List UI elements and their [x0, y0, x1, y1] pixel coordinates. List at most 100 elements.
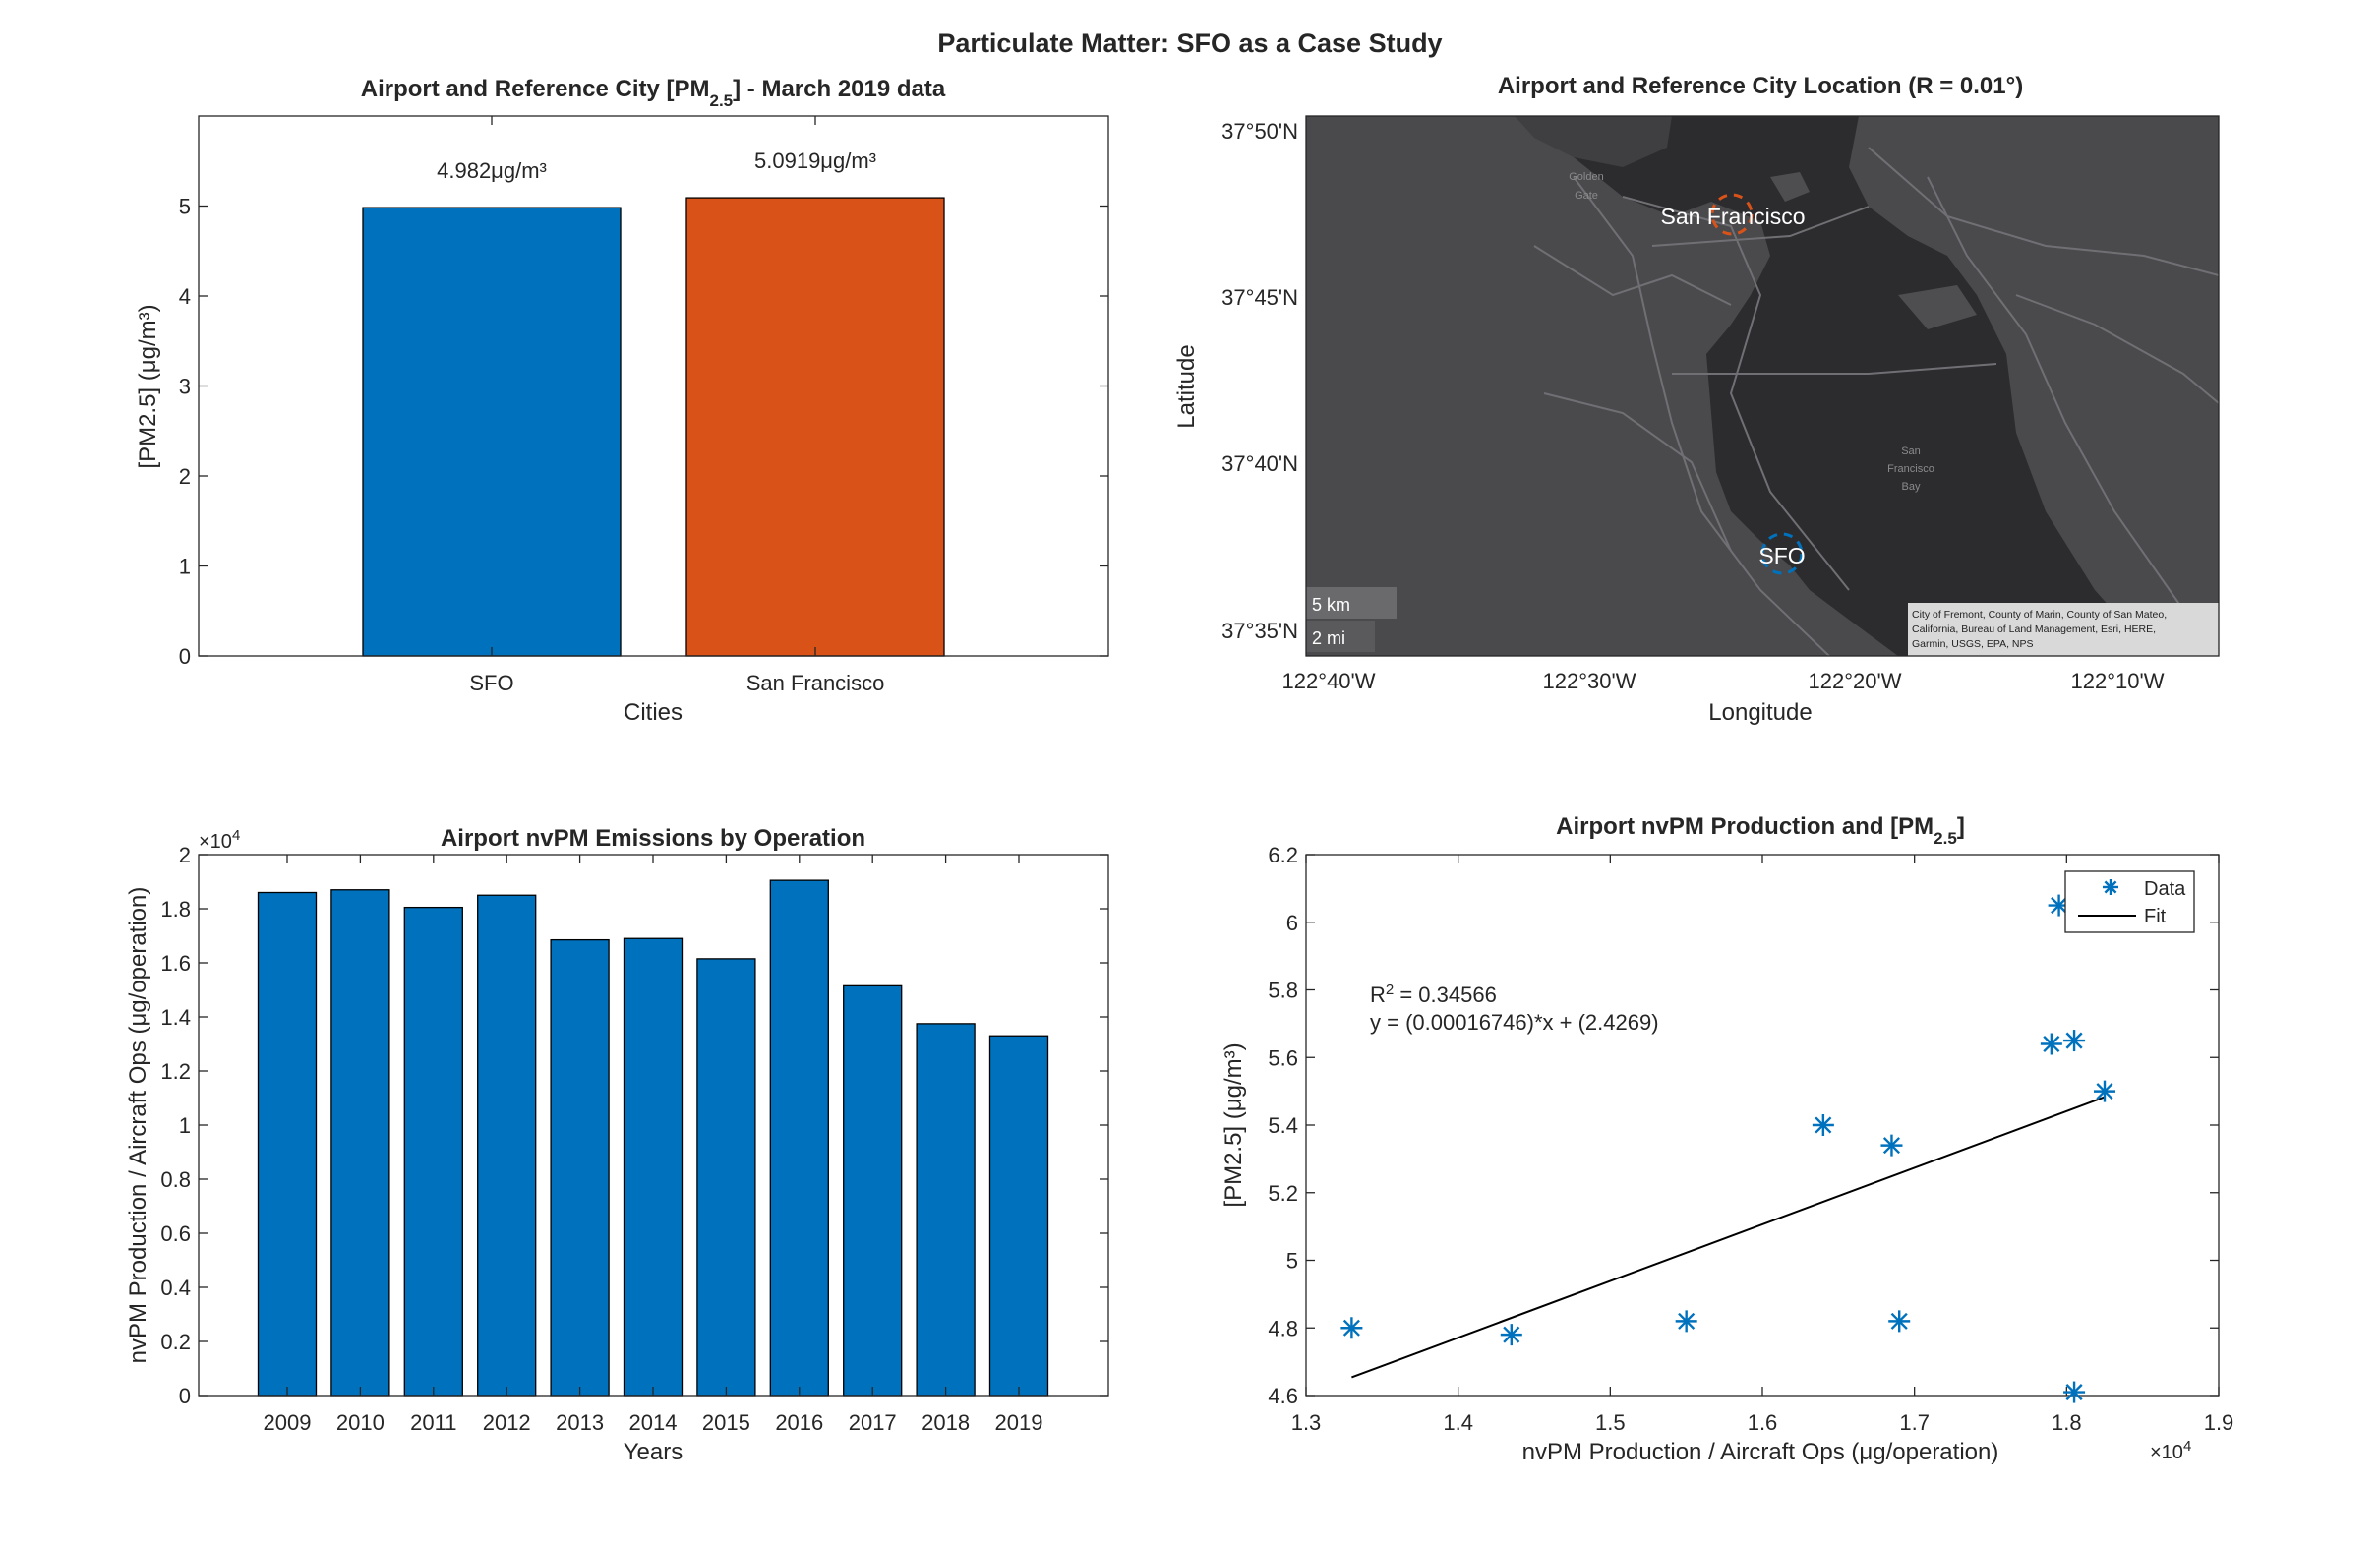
x-tick-label: 1.4 — [1443, 1410, 1473, 1435]
bar-chart-years: 2009 2010 2011 2012 2013 2014 2015 2016 2017 2018… — [125, 825, 1109, 1465]
bar — [257, 891, 318, 1397]
data-point — [2063, 1381, 2086, 1403]
data-point-stroke — [1678, 1312, 1696, 1330]
scalebar-km — [1306, 587, 1397, 619]
map-land-island — [1770, 172, 1810, 202]
y-tick-label: 4.8 — [1268, 1316, 1298, 1340]
map-road — [1868, 147, 2219, 276]
y-axis-label: nvPM Production / Aircraft Ops (μg/opera… — [125, 887, 151, 1364]
x-tick-label: 2011 — [410, 1410, 456, 1435]
data-point — [2048, 894, 2070, 917]
x-tick-label: 122°30'W — [1543, 669, 1636, 693]
bar — [623, 937, 684, 1397]
bar — [696, 958, 756, 1397]
x-tick-label: 2009 — [264, 1410, 312, 1435]
map-road — [1533, 245, 1732, 306]
map-land-marin — [1515, 116, 1672, 167]
marker-label: SFO — [1758, 543, 1805, 568]
map-canvas: Golden Gate San Francisco Bay San Francisco SF… — [1306, 116, 2219, 656]
map-road — [2015, 294, 2219, 404]
x-tick-label: 2010 — [336, 1410, 385, 1435]
map-label-golden-gate: Golden — [1569, 171, 1603, 183]
legend-box — [2064, 870, 2195, 933]
y-tick-label: 0 — [179, 1384, 191, 1408]
y-tick-label: 1.8 — [160, 897, 191, 922]
x-tick-label: 2018 — [922, 1410, 970, 1435]
bar-value-label: 5.0919μg/m³ — [754, 149, 876, 173]
data-point-stroke — [2065, 1032, 2083, 1049]
chart-title: Airport and Reference City Location (R =… — [1498, 73, 2023, 99]
x-tick-label: 1.5 — [1595, 1410, 1626, 1435]
bar — [685, 197, 945, 657]
data-point — [1812, 1114, 1834, 1136]
x-tick-label: 2016 — [775, 1410, 823, 1435]
bar — [550, 938, 610, 1397]
x-tick-label: 2015 — [702, 1410, 750, 1435]
map-frame — [1305, 115, 2220, 657]
y-tick-label: 37°45'N — [1221, 285, 1298, 310]
x-axis-label: Cities — [624, 699, 683, 726]
legend-data-label: Data — [2144, 878, 2186, 900]
data-point — [2040, 1033, 2062, 1055]
data-point-stroke — [2051, 897, 2068, 915]
y-tick-label: 5.4 — [1268, 1113, 1298, 1138]
data-point — [1880, 1134, 1903, 1157]
y-tick-label: 1.2 — [160, 1059, 191, 1084]
x-tick-label: 122°10'W — [2071, 669, 2165, 693]
data-point — [1675, 1310, 1697, 1333]
x-tick-label: San Francisco — [746, 671, 885, 695]
y-tick-label: 1 — [179, 555, 191, 579]
map-land-alameda — [1898, 285, 1977, 329]
scatter-fit-chart: 4.6 4.8 5 5.2 5.4 5.6 5.8 6 6.2 1.3 1.4 1.5 1.6 1.7 1.… — [1220, 813, 2233, 1465]
y-tick-label: 2 — [179, 843, 191, 867]
data-point — [1888, 1310, 1911, 1333]
data-point-stroke — [1815, 1116, 1832, 1134]
chart-title: Airport nvPM Emissions by Operation — [441, 825, 865, 852]
data-point — [2063, 1030, 2086, 1052]
x-axis-label: Years — [624, 1439, 684, 1465]
map-label-bay: San — [1901, 446, 1921, 457]
x-tick-label: 1.6 — [1748, 1410, 1778, 1435]
y-tick-label: 5.2 — [1268, 1181, 1298, 1206]
map-road — [1573, 176, 1830, 656]
figure-title: Particulate Matter: SFO as a Case Study — [937, 29, 1442, 58]
chart-title: Airport and Reference City [PM2.5] - Mar… — [361, 76, 946, 110]
x-exponent-label: ×104 — [2150, 1438, 2191, 1464]
scalebar-km-label: 5 km — [1312, 595, 1350, 615]
data-point-stroke — [2104, 880, 2117, 894]
y-tick-label: 37°35'N — [1221, 619, 1298, 643]
map-road — [1651, 206, 1870, 247]
data-point-stroke — [2065, 1384, 2083, 1401]
fit-line — [1351, 1096, 2106, 1379]
map-road — [1672, 363, 1997, 375]
x-tick-label: 122°40'W — [1282, 669, 1376, 693]
y-tick-label: 1.4 — [160, 1005, 191, 1030]
legend-data-marker — [2103, 879, 2118, 895]
x-tick-label: 2019 — [995, 1410, 1043, 1435]
y-axis-label: [PM2.5] (μg/m³) — [1220, 1042, 1247, 1207]
legend-fit-label: Fit — [2144, 906, 2167, 927]
annotation-r2: R2 = 0.34566 — [1370, 981, 1497, 1008]
axes-frame — [1305, 854, 2220, 1397]
x-tick-label: 1.7 — [1899, 1410, 1930, 1435]
chart-title: Airport nvPM Production and [PM2.5] — [1556, 813, 1965, 848]
map-land-eastbay — [1849, 116, 2219, 656]
bar — [916, 1023, 976, 1397]
x-axis-label: nvPM Production / Aircraft Ops (μg/opera… — [1522, 1439, 1999, 1465]
data-point-stroke — [1503, 1326, 1520, 1343]
data-point — [1500, 1324, 1522, 1346]
bar — [362, 207, 622, 657]
y-tick-label: 5 — [179, 195, 191, 219]
scalebar-mi — [1306, 621, 1375, 652]
marker-label: San Francisco — [1660, 204, 1805, 229]
y-tick-label: 4 — [179, 284, 191, 309]
marker-san-francisco — [1710, 193, 1754, 236]
y-axis-label: Latitude — [1173, 344, 1200, 428]
data-point — [2094, 1080, 2115, 1102]
map-panel: Golden Gate San Francisco Bay San Francisco SF… — [1173, 73, 2220, 726]
y-tick-label: 0.4 — [160, 1276, 191, 1300]
y-exponent-label: ×104 — [199, 827, 240, 854]
data-point-stroke — [2043, 1035, 2060, 1053]
bar — [330, 889, 390, 1397]
